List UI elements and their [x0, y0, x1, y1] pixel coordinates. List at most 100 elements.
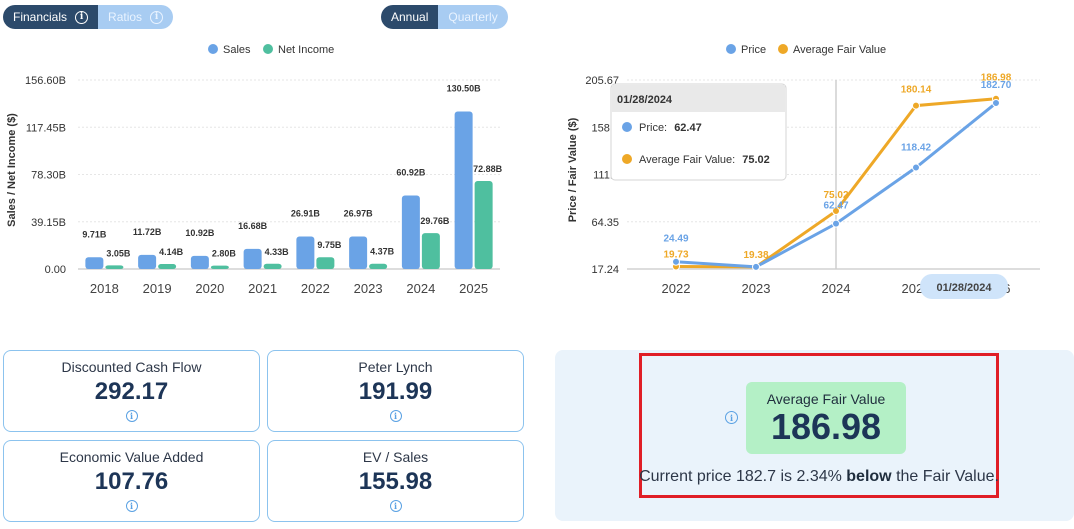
card-value: 292.17 — [94, 378, 169, 405]
fair-value-point — [912, 101, 920, 110]
y-axis-title: Sales / Net Income ($) — [6, 113, 18, 227]
fair-value-data-label: 180.14 — [901, 85, 932, 96]
price-point — [992, 99, 1000, 108]
card-label: Discounted Cash Flow — [61, 359, 202, 375]
price-point — [752, 262, 760, 271]
price-fair-value-chart: Price Average Fair Value Price / Fair Valu… — [567, 44, 1040, 299]
net-income-data-label: 2.80B — [212, 249, 237, 259]
fair-value-legend-marker — [778, 44, 788, 54]
y-axis-title: Price / Fair Value ($) — [567, 117, 579, 222]
x-tick-label: 2025 — [459, 281, 488, 296]
net-income-bar — [158, 264, 177, 269]
financials-tab[interactable]: Financials i — [3, 5, 99, 29]
fair-value-point — [832, 207, 840, 216]
info-icon[interactable]: i — [389, 500, 402, 512]
price-point — [912, 163, 920, 172]
net-income-bar — [421, 233, 440, 269]
sales-data-label: 130.50B — [447, 84, 482, 94]
sales-bar — [296, 236, 315, 269]
sales-bar — [138, 254, 157, 269]
sales-bar — [190, 255, 209, 269]
tooltip-fair-value-marker — [622, 154, 632, 164]
ev-sales-card[interactable]: EV / Sales 155.98 i — [267, 440, 524, 522]
net-income-bar — [474, 181, 493, 269]
info-icon[interactable]: i — [150, 10, 164, 24]
x-tick-label: 2023 — [742, 281, 771, 296]
net-income-data-label: 4.14B — [159, 247, 184, 257]
x-tick-label: 2018 — [90, 281, 119, 296]
card-value: 155.98 — [358, 468, 433, 495]
net-income-data-label: 3.05B — [106, 248, 131, 258]
price-point — [672, 257, 680, 266]
tooltip-row-label: Price: — [639, 122, 670, 134]
charts-canvas: Sales Net Income Sales / Net Income ($) 0.0… — [6, 44, 1040, 299]
peter-lynch-card[interactable]: Peter Lynch 191.99 i — [267, 350, 524, 432]
tooltip-row-value: 62.47 — [674, 122, 702, 134]
net-income-data-label: 9.75B — [317, 240, 342, 250]
info-icon[interactable]: i — [725, 411, 738, 424]
info-icon[interactable]: i — [389, 410, 402, 422]
info-icon[interactable]: i — [75, 10, 89, 24]
y-tick-label: 39.15B — [31, 217, 66, 229]
x-tick-label: 2022 — [301, 281, 330, 296]
ratios-tab[interactable]: Ratios i — [98, 5, 174, 29]
quarterly-tab[interactable]: Quarterly — [438, 5, 508, 29]
statement-toggle: Financials i Ratios i — [3, 5, 174, 29]
fair-value-legend-label: Average Fair Value — [793, 44, 886, 56]
x-tick-label: 2021 — [248, 281, 277, 296]
sales-data-label: 11.72B — [133, 227, 162, 237]
y-tick-label: 17.24 — [591, 264, 619, 276]
card-label: Economic Value Added — [59, 449, 204, 465]
sales-bar — [349, 236, 368, 269]
tooltip-price-row: Price: 62.47 — [639, 122, 702, 134]
chart-tooltip: 01/28/2024 Price: 62.47 Average Fair Value… — [610, 83, 787, 181]
info-icon[interactable]: i — [125, 410, 138, 422]
tooltip-row-value: 75.02 — [742, 154, 770, 166]
y-tick-label: 78.30B — [31, 170, 66, 182]
sales-legend-marker — [208, 44, 218, 54]
info-icon[interactable]: i — [125, 500, 138, 512]
eva-card[interactable]: Economic Value Added 107.76 i — [3, 440, 260, 522]
x-tick-label: 2020 — [195, 281, 224, 296]
highlight-box — [639, 353, 999, 498]
x-tick-label: 2023 — [354, 281, 383, 296]
sales-net-income-chart: Sales Net Income Sales / Net Income ($) 0.0… — [6, 44, 503, 296]
net-income-bar — [105, 265, 124, 269]
y-tick-label: 0.00 — [45, 264, 66, 276]
price-legend-label: Price — [741, 44, 766, 56]
net-income-legend-marker — [263, 44, 273, 54]
fair-value-data-label: 19.73 — [663, 250, 688, 261]
x-tick-label: 2022 — [662, 281, 691, 296]
sales-data-label: 26.91B — [291, 209, 321, 219]
net-income-bar — [369, 263, 388, 269]
net-income-bar — [316, 257, 335, 269]
net-income-data-label: 4.37B — [370, 247, 395, 257]
dcf-card[interactable]: Discounted Cash Flow 292.17 i — [3, 350, 260, 432]
y-tick-label: 205.67 — [585, 75, 619, 87]
net-income-legend-label: Net Income — [278, 44, 334, 56]
x-tick-label: 2024 — [406, 281, 435, 296]
crosshair-date-label: 01/28/2024 — [936, 282, 992, 294]
tooltip-price-marker — [622, 122, 632, 132]
sales-data-label: 10.92B — [185, 228, 215, 238]
annual-tab[interactable]: Annual — [381, 5, 439, 29]
fair-value-data-label: 186.98 — [981, 73, 1012, 84]
sales-data-label: 26.97B — [344, 208, 374, 218]
tooltip-fair-value-row: Average Fair Value: 75.02 — [639, 154, 770, 166]
price-data-label: 182.70 — [981, 80, 1012, 91]
fair-value-title: Average Fair Value — [766, 391, 886, 407]
period-toggle: Annual Quarterly — [381, 5, 508, 29]
sales-data-label: 9.71B — [82, 229, 107, 239]
y-tick-label: 156.60B — [25, 75, 66, 87]
price-point — [832, 219, 840, 228]
net-income-bar — [210, 265, 229, 269]
net-income-data-label: 4.33B — [265, 247, 290, 257]
sales-bar — [243, 248, 262, 269]
y-tick-label: 64.35 — [591, 217, 619, 229]
sales-data-label: 16.68B — [238, 221, 268, 231]
tooltip-row-label: Average Fair Value: — [639, 154, 738, 166]
card-value: 191.99 — [358, 378, 433, 405]
sales-bar — [401, 195, 420, 269]
price-data-label: 24.49 — [663, 234, 688, 245]
net-income-data-label: 72.88B — [473, 164, 503, 174]
